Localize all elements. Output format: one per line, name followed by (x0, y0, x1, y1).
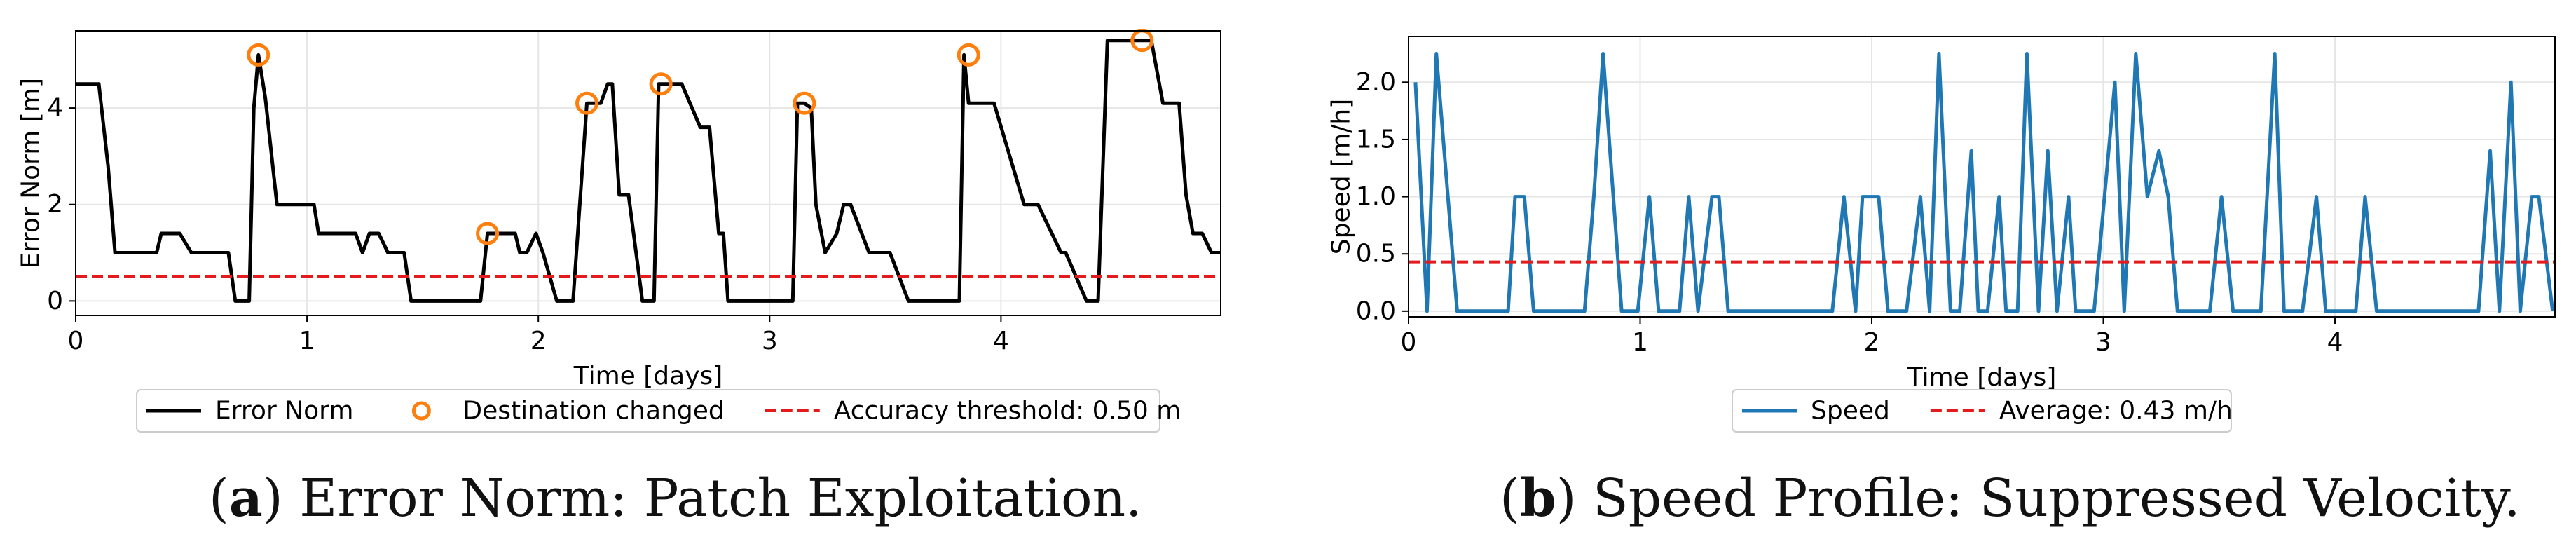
caption-a-letter: a (228, 468, 263, 529)
caption-b-text: Speed Profile: Suppressed Velocity. (1593, 468, 2521, 529)
chart-a-data (76, 39, 1221, 303)
chart-b: 0 1 2 3 4 0.0 0.5 1.0 1.5 2.0 Time [days] Speed [m/… (1327, 36, 2556, 433)
chart-b-legend-label: Speed (1811, 397, 1890, 426)
chart-b-y-tick-label: 0.5 (1356, 240, 1396, 268)
chart-a-destination-marker (649, 72, 673, 96)
chart-b-x-tick-label: 4 (2327, 328, 2343, 357)
chart-a-legend-box (136, 389, 1160, 433)
chart-b-plot-frame (1408, 36, 2556, 318)
chart-a-destination-marker (476, 222, 500, 245)
chart-b-x-tick-label: 2 (1864, 328, 1880, 357)
chart-a-destination-marker (793, 91, 816, 115)
chart-b-legend-label: Average: 0.43 m/h (1999, 397, 2233, 426)
caption-a-text: Error Norm: Patch Exploitation. (299, 468, 1142, 529)
chart-b-x-axis-label: Time [days] (1907, 363, 2057, 392)
caption-a: (a) Error Norm: Patch Exploitation. (209, 468, 1142, 529)
chart-a-legend-label: Accuracy threshold: 0.50 m (834, 397, 1181, 426)
chart-b-series-line (1413, 52, 2555, 313)
chart-a-legend-label: Destination changed (463, 397, 724, 426)
chart-b-y-tick-label: 2.0 (1356, 68, 1396, 97)
chart-b-data (1409, 52, 2555, 313)
chart-a-y-tick-label: 2 (47, 190, 63, 219)
chart-a-x-tick-label: 2 (530, 327, 547, 355)
chart-b-x-tick-label: 0 (1401, 328, 1417, 357)
chart-a: 0 1 2 3 4 0 2 4 Time [days] Error Norm [m] Error N… (17, 29, 1221, 433)
chart-a-destination-marker (575, 91, 599, 115)
chart-a-x-axis-label: Time [days] (573, 362, 723, 390)
chart-a-legend-swatch-marker (411, 401, 431, 421)
chart-a-legend: Error Norm Destination changed Accuracy th… (136, 389, 1181, 433)
chart-a-y-axis-label: Error Norm [m] (17, 78, 46, 268)
chart-a-x-tick-label: 1 (299, 327, 315, 355)
caption-b-letter: b (1519, 468, 1556, 529)
chart-a-series-line (76, 39, 1221, 303)
chart-b-y-tick-label: 1.5 (1356, 125, 1396, 154)
chart-b-y-tick-label: 0.0 (1356, 297, 1396, 325)
chart-b-y-tick-label: 1.0 (1356, 182, 1396, 211)
chart-a-legend-label: Error Norm (215, 397, 353, 426)
chart-a-y-tick-label: 0 (47, 287, 63, 315)
caption-b: (b) Speed Profile: Suppressed Velocity. (1500, 468, 2521, 529)
chart-b-legend: Speed Average: 0.43 m/h (1732, 389, 2233, 433)
chart-a-x-tick-label: 0 (68, 327, 84, 355)
chart-a-destination-marker (957, 43, 980, 67)
chart-a-y-tick-label: 4 (47, 94, 63, 123)
chart-b-x-tick-label: 1 (1632, 328, 1648, 357)
chart-b-x-tick-label: 3 (2095, 328, 2111, 357)
chart-a-plot-frame (75, 30, 1221, 316)
chart-a-x-tick-label: 3 (762, 327, 778, 355)
chart-a-x-tick-label: 4 (993, 327, 1009, 355)
chart-a-destination-marker (247, 43, 270, 67)
chart-b-y-axis-label: Speed [m/h] (1327, 99, 1356, 254)
